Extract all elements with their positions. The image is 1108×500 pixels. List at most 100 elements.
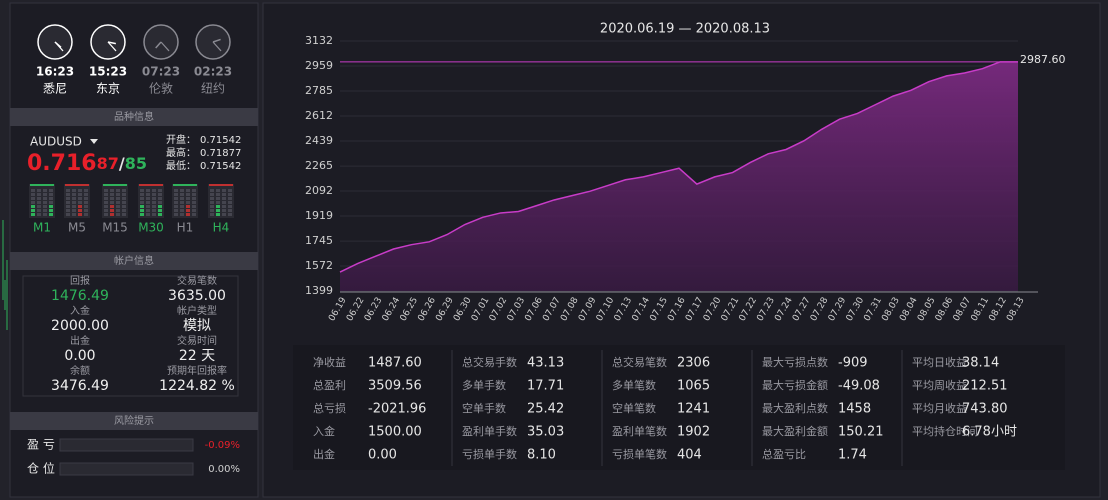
meter-cell — [174, 213, 178, 216]
stat-value: 25.42 — [527, 402, 564, 417]
meter-cell — [49, 197, 53, 200]
price: 0.71687/85 — [27, 151, 147, 176]
meter-cell — [158, 209, 162, 212]
meter-cell — [192, 205, 196, 208]
meter-cell — [140, 193, 144, 196]
clock-city: 悉尼 — [43, 82, 67, 96]
clock-time: 07:23 — [142, 65, 180, 79]
meter-cell — [152, 213, 156, 216]
meter-cell — [174, 209, 178, 212]
meter-cell — [152, 205, 156, 208]
quote-label: 最低： — [166, 159, 196, 172]
meter-cell — [228, 209, 232, 212]
meter-cell — [146, 193, 150, 196]
meter-cell — [31, 189, 35, 192]
meter-cell — [210, 197, 214, 200]
y-tick-label: 2785 — [305, 84, 333, 97]
stat-value: 2306 — [677, 356, 710, 371]
meter-cell — [72, 213, 76, 216]
section-header — [10, 412, 258, 430]
account-value: 1476.49 — [51, 288, 109, 304]
meter-cell — [192, 213, 196, 216]
meter-cell — [66, 193, 70, 196]
hour-hand — [107, 41, 116, 45]
stat-value: 1065 — [677, 379, 710, 394]
meter-cell — [37, 197, 41, 200]
meter-cell — [140, 197, 144, 200]
y-tick-label: 1399 — [305, 284, 333, 297]
meter-cell — [216, 213, 220, 216]
meter-cell — [84, 209, 88, 212]
meter-cell — [72, 197, 76, 200]
meter-cell — [222, 201, 226, 204]
meter-cell — [78, 201, 82, 204]
y-tick-label: 2439 — [305, 134, 333, 147]
stat-value: -2021.96 — [368, 402, 426, 417]
meter-cell — [37, 189, 41, 192]
stat-value: 43.13 — [527, 356, 564, 371]
meter-cell — [228, 205, 232, 208]
account-label: 余额 — [70, 364, 90, 377]
symbol: AUDUSD — [30, 135, 82, 149]
meter-cell — [186, 201, 190, 204]
meter-cell — [180, 189, 184, 192]
stat-label: 多单笔数 — [612, 378, 656, 392]
meter-cell — [110, 205, 114, 208]
meter-cell — [31, 205, 35, 208]
meter-cell — [222, 205, 226, 208]
meter-cell — [31, 209, 35, 212]
meter-cell — [122, 201, 126, 204]
meter-cell — [174, 189, 178, 192]
meter-cell — [31, 197, 35, 200]
last-value-label: 2987.60 — [1020, 53, 1066, 66]
meter-cell — [192, 189, 196, 192]
meter-cell — [104, 205, 108, 208]
meter-cell — [140, 189, 144, 192]
meter-cell — [210, 201, 214, 204]
meter-cell — [216, 189, 220, 192]
meter-cell — [66, 209, 70, 212]
meter-cell — [186, 209, 190, 212]
clock-city: 东京 — [96, 82, 120, 96]
y-tick-label: 3132 — [305, 34, 333, 47]
meter-cell — [84, 193, 88, 196]
stat-value: 1487.60 — [368, 356, 422, 371]
meter-cell — [210, 205, 214, 208]
stats-box — [293, 345, 1065, 470]
meter-cell — [72, 209, 76, 212]
meter-cell — [180, 213, 184, 216]
risk-bar — [59, 462, 194, 476]
meter-cell — [210, 209, 214, 212]
meter-cell — [66, 189, 70, 192]
stat-label: 总盈利 — [313, 378, 346, 392]
meter-cell — [116, 213, 120, 216]
account-value: 2000.00 — [51, 318, 109, 334]
account-value: 3635.00 — [168, 288, 226, 304]
meter-cell — [210, 213, 214, 216]
meter-cell — [122, 197, 126, 200]
quote-label: 开盘： — [166, 133, 196, 146]
meter-cell — [110, 197, 114, 200]
meter-cell — [186, 189, 190, 192]
meter-cell — [37, 213, 41, 216]
stat-value: 404 — [677, 448, 702, 463]
stat-value: 35.03 — [527, 425, 564, 440]
account-label: 帐户类型 — [177, 304, 217, 317]
meter-cell — [31, 193, 35, 196]
stat-label: 入金 — [313, 424, 335, 438]
account-value: 0.00 — [64, 348, 95, 364]
meter-cell — [110, 209, 114, 212]
meter-cell — [222, 197, 226, 200]
meter-cell — [104, 189, 108, 192]
stat-label: 总盈亏比 — [762, 447, 806, 461]
stat-value: 1.74 — [838, 448, 867, 463]
meter-cell — [66, 197, 70, 200]
meter-cell — [110, 213, 114, 216]
meter-cell — [216, 209, 220, 212]
meter-cell — [140, 205, 144, 208]
dropdown-arrow[interactable] — [90, 139, 98, 144]
clock-time: 16:23 — [36, 65, 74, 79]
meter-cell — [66, 205, 70, 208]
meter-cell — [49, 213, 53, 216]
section-title: 帐户信息 — [114, 254, 154, 267]
